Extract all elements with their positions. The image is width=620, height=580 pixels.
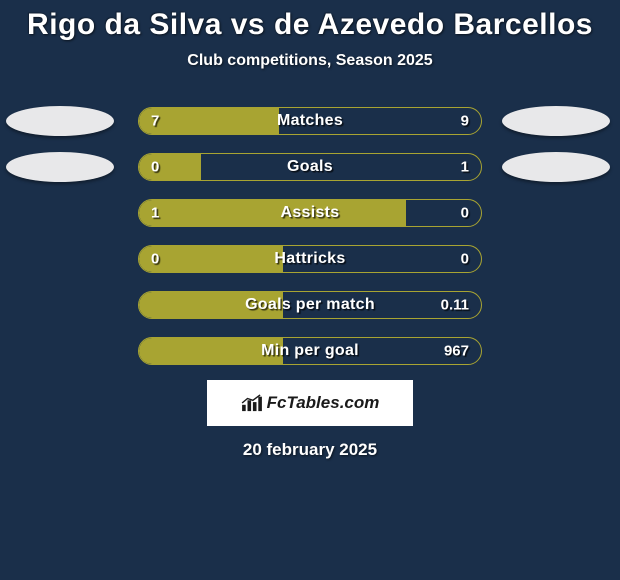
bar-fill-left (139, 200, 406, 226)
bar-track: Matches79 (138, 107, 482, 135)
player-avatar-left (6, 152, 114, 182)
stat-rows: Matches79Goals01Assists10Hattricks00Goal… (0, 98, 620, 374)
bar-track: Goals per match0.11 (138, 291, 482, 319)
logo-box: FcTables.com (207, 380, 413, 426)
value-left: 7 (151, 113, 159, 130)
bar-track: Min per goal967 (138, 337, 482, 365)
value-right: 967 (444, 343, 469, 360)
value-left: 1 (151, 205, 159, 222)
stat-row: Goals per match0.11 (0, 282, 620, 328)
bar-fill-left (139, 108, 279, 134)
bar-track: Goals01 (138, 153, 482, 181)
stat-row: Goals01 (0, 144, 620, 190)
value-left: 0 (151, 159, 159, 176)
player-avatar-right (502, 106, 610, 136)
subtitle: Club competitions, Season 2025 (0, 52, 620, 70)
bar-fill-left (139, 292, 283, 318)
value-left: 0 (151, 251, 159, 268)
value-right: 1 (461, 159, 469, 176)
value-right: 9 (461, 113, 469, 130)
bar-fill-left (139, 338, 283, 364)
logo-text: FcTables.com (267, 393, 380, 413)
bar-track: Assists10 (138, 199, 482, 227)
player-avatar-left (6, 106, 114, 136)
player-avatar-right (502, 152, 610, 182)
chart-icon (241, 394, 263, 412)
stat-row: Matches79 (0, 98, 620, 144)
value-right: 0 (461, 251, 469, 268)
date-text: 20 february 2025 (0, 440, 620, 460)
bar-fill-left (139, 246, 283, 272)
value-right: 0 (461, 205, 469, 222)
bar-track: Hattricks00 (138, 245, 482, 273)
stat-row: Hattricks00 (0, 236, 620, 282)
page-title: Rigo da Silva vs de Azevedo Barcellos (0, 8, 620, 42)
value-right: 0.11 (441, 297, 469, 314)
bar-fill-left (139, 154, 201, 180)
stat-row: Assists10 (0, 190, 620, 236)
comparison-card: Rigo da Silva vs de Azevedo Barcellos Cl… (0, 0, 620, 580)
stat-row: Min per goal967 (0, 328, 620, 374)
